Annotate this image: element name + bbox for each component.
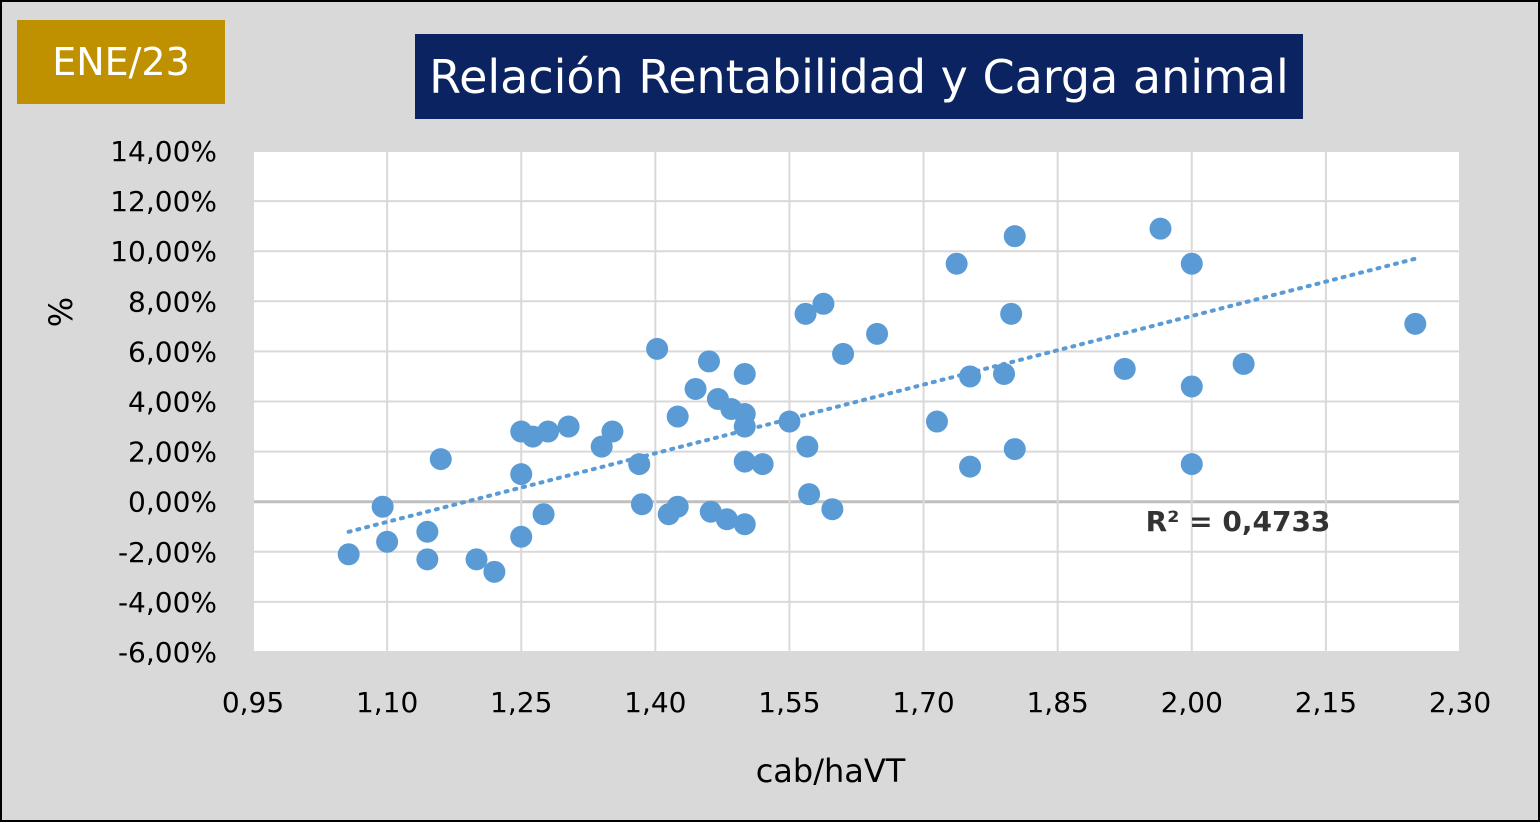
data-point [993, 362, 1016, 385]
x-axis-title: cab/haVT [756, 752, 906, 790]
data-points [337, 217, 1427, 583]
y-tick-label: 8,00% [128, 285, 217, 318]
data-point [812, 292, 835, 315]
x-tick-label: 1,10 [356, 686, 418, 719]
data-point [532, 503, 555, 526]
data-point [630, 493, 653, 516]
data-point [429, 448, 452, 471]
x-tick-label: 1,55 [758, 686, 820, 719]
date-badge-label: ENE/23 [52, 40, 190, 84]
data-point [794, 302, 817, 325]
data-point [1404, 312, 1427, 335]
x-tick-label: 1,25 [490, 686, 552, 719]
gridlines [252, 150, 1461, 653]
data-point [666, 495, 689, 518]
data-point [537, 420, 560, 443]
y-tick-label: 2,00% [128, 436, 217, 469]
data-point [733, 415, 756, 438]
data-point [557, 415, 580, 438]
tick-labels: -6,00% -4,00% -2,00% 0,00% 2,00% 4,00% 6,00% 8,… [110, 135, 1491, 719]
data-point [697, 350, 720, 373]
y-tick-label: 12,00% [110, 185, 217, 218]
data-point [376, 530, 399, 553]
date-badge: ENE/23 [17, 20, 225, 104]
y-tick-label: 6,00% [128, 335, 217, 368]
x-tick-label: 1,85 [1026, 686, 1088, 719]
data-point [601, 420, 624, 443]
data-point [1003, 438, 1026, 461]
data-point [751, 453, 774, 476]
x-tick-label: 1,40 [624, 686, 686, 719]
data-point [796, 435, 819, 458]
chart-title-box: Relación Rentabilidad y Carga animal [415, 34, 1303, 119]
data-point [778, 410, 801, 433]
y-tick-label: 0,00% [128, 486, 217, 519]
data-point [798, 483, 821, 506]
data-point [465, 548, 488, 571]
data-point [733, 450, 756, 473]
y-tick-label: -4,00% [118, 586, 217, 619]
y-tick-label: -2,00% [118, 536, 217, 569]
x-tick-label: 2,15 [1295, 686, 1357, 719]
data-point [832, 342, 855, 365]
data-point [733, 513, 756, 536]
data-point [684, 377, 707, 400]
chart-title: Relación Rentabilidad y Carga animal [429, 49, 1289, 104]
data-point [371, 495, 394, 518]
y-axis-title: % [42, 297, 80, 327]
data-point [925, 410, 948, 433]
x-tick-label: 2,00 [1161, 686, 1223, 719]
data-point [866, 322, 889, 345]
r-squared-annotation: R² = 0,4733 [1146, 505, 1331, 538]
data-point [945, 252, 968, 275]
y-tick-label: 10,00% [110, 235, 217, 268]
data-point [959, 455, 982, 478]
data-point [1180, 453, 1203, 476]
data-point [1149, 217, 1172, 240]
trendline [346, 256, 1418, 534]
data-point [416, 548, 439, 571]
y-tick-label: 4,00% [128, 386, 217, 419]
data-point [1003, 225, 1026, 248]
data-point [510, 463, 533, 486]
data-point [821, 498, 844, 521]
trendline-layer [346, 256, 1418, 534]
data-point [1180, 375, 1203, 398]
data-point [483, 560, 506, 583]
data-point [337, 543, 360, 566]
y-tick-label: -6,00% [118, 636, 217, 669]
x-tick-label: 0,95 [222, 686, 284, 719]
data-point [733, 362, 756, 385]
data-point [416, 520, 439, 543]
x-tick-label: 2,30 [1429, 686, 1491, 719]
data-point [646, 337, 669, 360]
data-point [628, 453, 651, 476]
data-point [666, 405, 689, 428]
data-point [510, 525, 533, 548]
data-point [1000, 302, 1023, 325]
data-point [1180, 252, 1203, 275]
data-point [959, 365, 982, 388]
data-point [715, 508, 738, 531]
data-point [1232, 352, 1255, 375]
x-tick-label: 1,70 [892, 686, 954, 719]
y-tick-label: 14,00% [110, 135, 217, 168]
data-point [1113, 357, 1136, 380]
